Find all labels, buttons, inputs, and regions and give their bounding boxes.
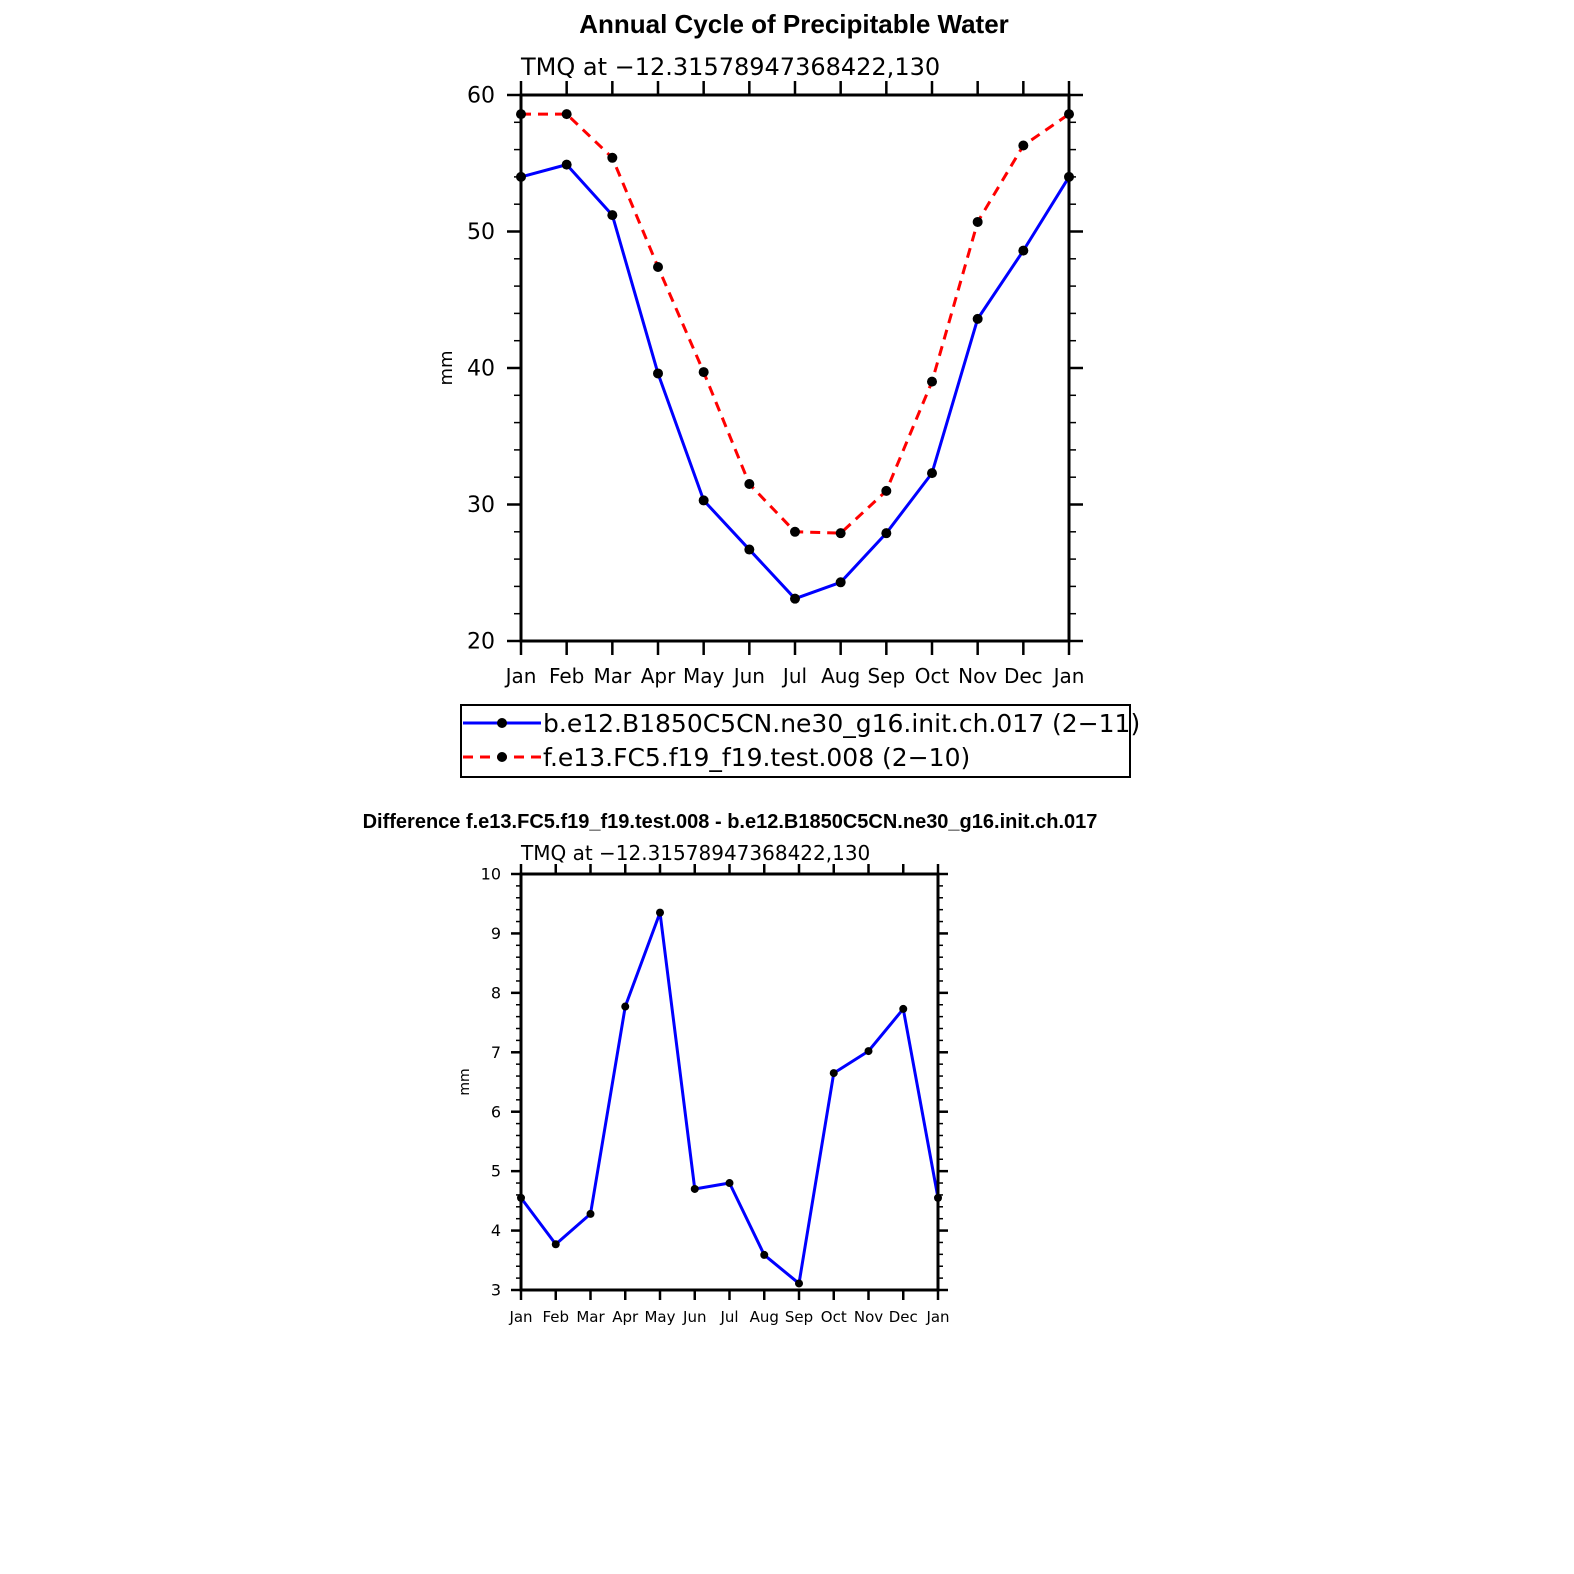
data-point-series-1 bbox=[607, 210, 618, 221]
y-tick-label: 9 bbox=[491, 924, 501, 943]
chart1-title: Annual Cycle of Precipitable Water bbox=[579, 9, 1009, 39]
y-tick-label: 7 bbox=[491, 1043, 501, 1062]
data-point-series-1 bbox=[760, 1250, 769, 1259]
x-tick-label: Oct bbox=[821, 1308, 847, 1326]
x-tick-label: Sep bbox=[867, 664, 905, 688]
x-tick-label: Aug bbox=[750, 1308, 779, 1326]
data-point-series-2 bbox=[744, 479, 755, 490]
x-tick-label: Jun bbox=[732, 664, 765, 688]
x-tick-label: Dec bbox=[1004, 664, 1043, 688]
data-point-series-1 bbox=[835, 577, 846, 588]
x-tick-label: Mar bbox=[593, 664, 632, 688]
difference-chart: Difference f.e13.FC5.f19_f19.test.008 - … bbox=[363, 811, 1098, 1326]
series-line-1 bbox=[519, 911, 940, 1285]
x-tick-label: Sep bbox=[785, 1308, 813, 1326]
legend-box bbox=[460, 704, 1131, 778]
legend-marker-series-1 bbox=[497, 718, 507, 728]
data-point-series-1 bbox=[899, 1004, 908, 1013]
data-point-series-1 bbox=[621, 1002, 630, 1011]
x-tick-label: Apr bbox=[612, 1308, 639, 1326]
x-tick-label: May bbox=[644, 1308, 675, 1326]
data-point-series-1 bbox=[829, 1069, 838, 1078]
x-tick-label: Feb bbox=[542, 1308, 569, 1326]
y-tick-label: 5 bbox=[491, 1162, 501, 1181]
data-point-series-1 bbox=[744, 544, 755, 555]
y-tick-label: 6 bbox=[491, 1102, 501, 1121]
annual-cycle-chart: Annual Cycle of Precipitable Water TMQ a… bbox=[436, 9, 1140, 778]
data-point-series-1 bbox=[725, 1179, 734, 1188]
y-tick-label: 20 bbox=[467, 630, 495, 655]
chart2-subtitle: TMQ at −12.31578947368422,130 bbox=[520, 841, 870, 865]
y-tick-label: 4 bbox=[491, 1221, 501, 1240]
data-point-series-1 bbox=[551, 1240, 560, 1249]
data-point-series-1 bbox=[972, 313, 983, 324]
x-tick-label: Mar bbox=[576, 1308, 605, 1326]
x-tick-label: Jul bbox=[719, 1308, 738, 1326]
data-point-series-1 bbox=[927, 468, 937, 479]
data-point-series-1 bbox=[586, 1209, 595, 1218]
data-point-series-1 bbox=[561, 159, 572, 170]
data-point-series-1 bbox=[864, 1047, 873, 1056]
data-point-series-2 bbox=[1018, 140, 1029, 151]
x-tick-label: Oct bbox=[915, 664, 950, 688]
x-tick-label: Jun bbox=[682, 1308, 706, 1326]
data-point-series-2 bbox=[972, 216, 983, 227]
legend-marker-series-2 bbox=[497, 752, 507, 762]
data-point-series-1 bbox=[795, 1279, 803, 1288]
x-tick-label: Jan bbox=[1052, 664, 1085, 688]
data-point-series-2 bbox=[927, 376, 937, 387]
legend-label-series-1: b.e12.B1850C5CN.ne30_g16.init.ch.017 (2−… bbox=[543, 709, 1140, 738]
x-tick-label: Dec bbox=[889, 1308, 918, 1326]
y-tick-label: 50 bbox=[467, 220, 495, 245]
data-point-series-1 bbox=[698, 495, 709, 506]
data-point-series-2 bbox=[607, 152, 618, 163]
chart2-title: Difference f.e13.FC5.f19_f19.test.008 - … bbox=[363, 811, 1098, 833]
x-tick-label: May bbox=[683, 664, 725, 688]
data-point-series-2 bbox=[881, 485, 892, 496]
series-line-2 bbox=[521, 112, 1070, 535]
x-tick-label: Apr bbox=[641, 664, 676, 688]
chart2-ylabel: mm bbox=[457, 1068, 473, 1095]
chart1-legend: b.e12.B1850C5CN.ne30_g16.init.ch.017 (2−… bbox=[460, 704, 1140, 778]
data-point-series-1 bbox=[881, 528, 892, 539]
y-tick-label: 40 bbox=[467, 357, 495, 382]
chart2-frame bbox=[519, 872, 940, 1292]
data-point-series-1 bbox=[690, 1184, 699, 1193]
chart1-frame bbox=[519, 93, 1071, 643]
x-tick-label: Jan bbox=[508, 1308, 532, 1326]
x-tick-label: Aug bbox=[821, 664, 860, 688]
y-tick-label: 8 bbox=[491, 983, 501, 1002]
data-point-series-1 bbox=[653, 368, 663, 379]
data-point-series-2 bbox=[698, 367, 709, 378]
data-point-series-1 bbox=[790, 593, 800, 604]
y-tick-label: 10 bbox=[481, 865, 501, 884]
data-point-series-1 bbox=[656, 908, 664, 917]
x-tick-label: Jan bbox=[925, 1308, 949, 1326]
data-point-series-2 bbox=[653, 261, 663, 272]
data-point-series-1 bbox=[1018, 245, 1029, 256]
data-point-series-2 bbox=[561, 109, 572, 120]
y-tick-label: 30 bbox=[467, 493, 495, 518]
x-tick-label: Nov bbox=[958, 664, 997, 688]
chart1-ylabel: mm bbox=[436, 350, 457, 385]
legend-label-series-2: f.e13.FC5.f19_f19.test.008 (2−10) bbox=[543, 743, 970, 772]
x-tick-label: Nov bbox=[854, 1308, 883, 1326]
x-tick-label: Jul bbox=[781, 664, 807, 688]
chart1-subtitle: TMQ at −12.31578947368422,130 bbox=[520, 53, 940, 81]
data-point-series-2 bbox=[790, 526, 800, 537]
x-tick-label: Jan bbox=[504, 664, 537, 688]
data-point-series-2 bbox=[835, 528, 846, 539]
y-tick-label: 60 bbox=[467, 84, 495, 109]
x-tick-label: Feb bbox=[549, 664, 584, 688]
y-tick-label: 3 bbox=[491, 1281, 501, 1300]
